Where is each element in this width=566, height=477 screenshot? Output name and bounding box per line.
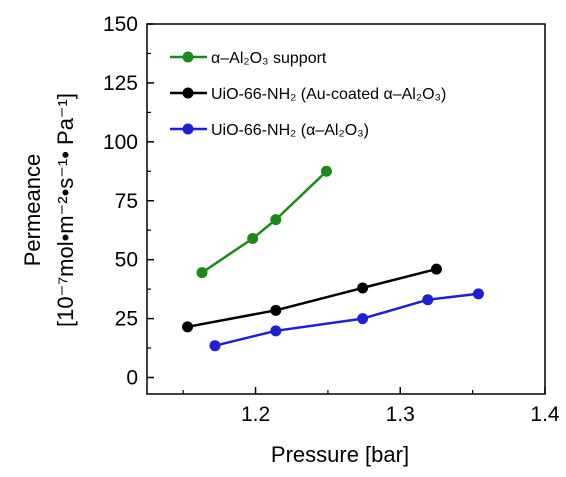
legend-label: UiO-66-NH₂ (Au-coated α–Al₂O₃) — [211, 86, 446, 103]
series-line — [187, 267, 437, 329]
series-3 — [209, 288, 484, 352]
data-point — [196, 267, 208, 279]
legend-marker — [182, 123, 194, 135]
data-point — [472, 288, 484, 300]
legend-marker — [182, 87, 194, 99]
y-tick-label: 25 — [115, 308, 138, 331]
data-point — [270, 214, 282, 226]
x-tick-label: 1.4 — [530, 403, 560, 426]
legend-item: UiO-66-NH₂ (Au-coated α–Al₂O₃) — [170, 86, 446, 103]
x-tick-label: 1.2 — [241, 403, 270, 426]
data-point — [320, 165, 332, 177]
legend-marker — [182, 51, 194, 63]
x-axis-title: Pressure [bar] — [271, 442, 409, 467]
y-tick-label: 50 — [115, 249, 138, 272]
data-point — [182, 321, 194, 333]
data-point — [430, 263, 442, 275]
y-tick-label: 150 — [103, 13, 138, 36]
x-tick-label: 1.3 — [386, 403, 415, 426]
y-axis-units: [10⁻⁷mol•m⁻²•s⁻¹• Pa⁻¹] — [53, 93, 78, 327]
series-1 — [196, 165, 332, 279]
series-layer — [182, 165, 484, 352]
y-axis-title: Permeance — [20, 154, 45, 267]
y-tick-label: 125 — [103, 72, 138, 95]
data-point — [270, 325, 282, 337]
y-tick-label: 75 — [115, 190, 138, 213]
legend-item: UiO-66-NH₂ (α–Al₂O₃) — [170, 122, 369, 139]
data-point — [357, 282, 369, 294]
y-tick-label: 0 — [126, 367, 138, 390]
y-tick-label: 100 — [103, 131, 138, 154]
legend-item: α–Al₂O₃ support — [170, 50, 327, 67]
ticks-layer: 0 25 50 75 100 125 150 1.2 1.3 1.4 — [103, 13, 560, 426]
plot-frame — [146, 23, 546, 395]
series-line — [214, 292, 479, 347]
series-line — [201, 170, 328, 274]
data-point — [270, 304, 282, 316]
data-point — [209, 340, 221, 352]
legend-label: α–Al₂O₃ support — [211, 50, 327, 67]
data-point — [422, 294, 434, 306]
data-point — [357, 313, 369, 325]
data-point — [247, 232, 259, 244]
series-2 — [182, 263, 442, 333]
legend: α–Al₂O₃ support UiO-66-NH₂ (Au-coated α–A… — [170, 50, 446, 139]
legend-label: UiO-66-NH₂ (α–Al₂O₃) — [211, 122, 369, 139]
